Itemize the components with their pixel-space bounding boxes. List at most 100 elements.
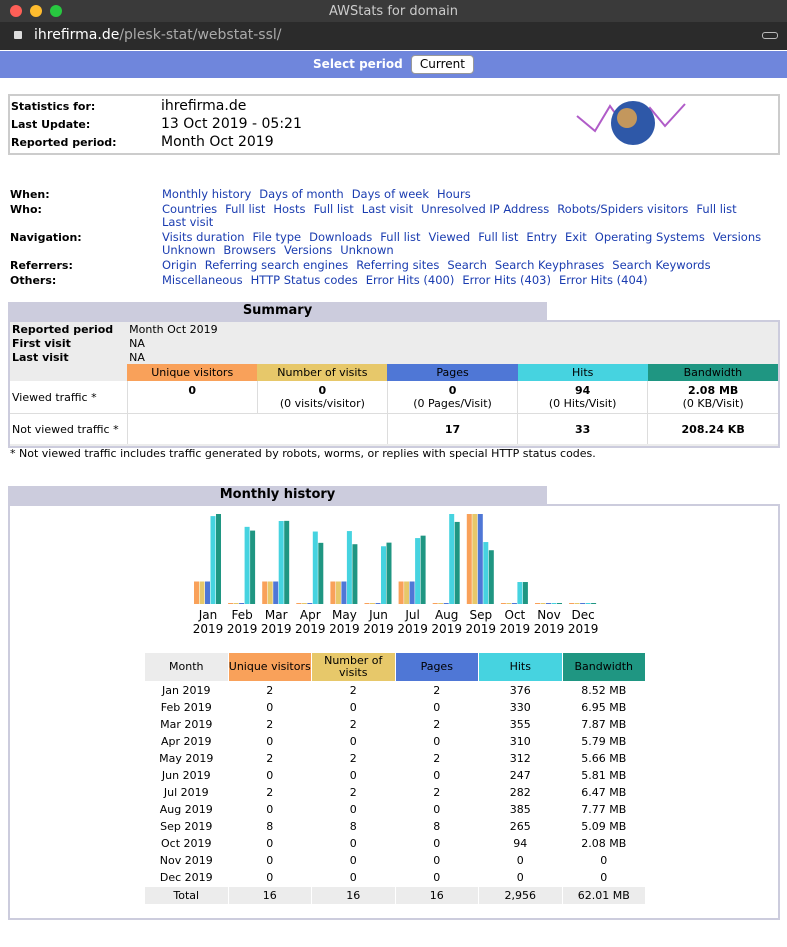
monthly-cell: 355 [509,718,531,731]
bar [341,581,347,604]
bar [273,581,279,604]
nav-label: Who: [10,203,42,216]
nav-link[interactable]: Search Keyphrases [494,258,605,272]
monthly-cell: Mar 2019 [160,718,213,731]
nav-link[interactable]: Miscellaneous [162,273,243,287]
monthly-cell: 5.81 MB [581,769,627,782]
monthly-total-cell: Total [144,886,229,905]
nav-link[interactable]: Full list [696,202,737,216]
monthly-cell: 0 [266,769,274,782]
monthly-cell: 2.08 MB [581,837,627,850]
nav-link[interactable]: Search [447,258,487,272]
nav-label: When: [10,188,50,201]
x-tick-label: 2019 [431,622,462,636]
nav-link[interactable]: Robots/Spiders visitors [557,202,689,216]
monthly-cell: 0 [349,837,357,850]
summary-info-label: Reported period [12,322,114,336]
nav-link[interactable]: Visits duration [162,230,245,244]
nav-link[interactable]: Error Hits (404) [558,273,648,287]
url-bar[interactable]: ihrefirma.de/plesk-stat/webstat-ssl/ [0,22,787,50]
nav-link[interactable]: Days of week [351,187,429,201]
key-icon[interactable] [762,32,778,39]
monthly-cell: 0 [349,769,357,782]
summary-cell: 94 (0 Hits/Visit) [517,381,648,414]
monthly-total-row: Total 16 16 16 2,956 62.01 MB [144,886,646,905]
x-tick-label: 2019 [397,622,428,636]
nav-link[interactable]: Entry [526,230,558,244]
bar [454,521,460,604]
nav-link[interactable]: Monthly history [162,187,252,201]
nav-link[interactable]: Last visit [162,215,214,229]
nav-link[interactable]: Unknown [340,243,394,257]
monthly-cell: 0 [433,769,441,782]
nav-link[interactable]: Countries [162,202,218,216]
monthly-cell: 0 [349,854,357,867]
bar [551,603,557,604]
summary-subvalue: (0 visits/visitor) [279,397,365,410]
bar [250,530,256,604]
footnote: * Not viewed traffic includes traffic ge… [10,447,596,460]
nav-link[interactable]: Full list [380,230,421,244]
summary-notviewed-row: Not viewed traffic * 17 33 208.24 KB [10,413,778,444]
period-select[interactable]: Current [410,55,474,74]
minimize-button[interactable] [30,5,42,17]
bar [307,603,313,604]
nav-link[interactable]: Referring sites [356,258,440,272]
monthly-total-cell: 62.01 MB [561,886,646,905]
nav-link[interactable]: Full list [313,202,354,216]
monthly-cell: 0 [433,735,441,748]
nav-row: Who: Countries Full list Hosts Full list Last… [10,203,780,229]
nav-link[interactable]: Exit [565,230,587,244]
nav-link[interactable]: Viewed [428,230,471,244]
bar [205,581,210,604]
monthly-total-cell: 16 [394,886,479,905]
nav-link[interactable]: HTTP Status codes [250,273,358,287]
monthly-header: Unique visitors [227,652,312,682]
bar [488,550,494,604]
nav-link[interactable]: Browsers [223,243,276,257]
summary-blank [10,364,128,381]
monthly-cell: Jun 2019 [161,769,211,782]
nav-link[interactable]: Hosts [273,202,306,216]
monthly-total-cell: 16 [227,886,312,905]
bar [398,581,404,604]
x-tick-label: Aug [435,608,458,622]
monthly-cell: 7.87 MB [581,718,627,731]
monthly-cell: 0 [433,871,441,884]
close-button[interactable] [10,5,22,17]
nav-link[interactable]: File type [252,230,302,244]
monthly-cell: 0 [349,871,357,884]
nav-link[interactable]: Versions [712,230,762,244]
nav-link[interactable]: Unknown [162,243,216,257]
nav-link[interactable]: Last visit [361,202,414,216]
bar [540,603,546,604]
nav-link[interactable]: Error Hits (400) [365,273,455,287]
nav-link[interactable]: Days of month [259,187,344,201]
nav-link[interactable]: Search Keywords [612,258,711,272]
nav-link[interactable]: Operating Systems [594,230,705,244]
x-tick-label: 2019 [466,622,497,636]
nav-link[interactable]: Downloads [309,230,373,244]
nav-link[interactable]: Versions [283,243,333,257]
summary-header: Number of visits [257,364,388,381]
monthly-row: Nov 2019 0 0 0 0 0 [145,852,646,869]
title-bar: AWStats for domain [0,0,787,22]
nav-link[interactable]: Hours [437,187,471,201]
bar [506,603,512,604]
stats-value: ihrefirma.de [161,98,247,114]
nav-links: Monthly history Days of month Days of week… [162,188,777,201]
bar [244,526,250,604]
nav-link[interactable]: Full list [478,230,519,244]
nav-link[interactable]: Unresolved IP Address [421,202,550,216]
bar [386,542,392,604]
monthly-header: Hits [478,652,563,682]
summary-cell: 0 (0 visits/visitor) [256,381,388,414]
nav-link[interactable]: Full list [225,202,266,216]
stats-value: 13 Oct 2019 - 05:21 [161,116,302,132]
nav-link[interactable]: Origin [162,258,197,272]
x-tick-label: 2019 [261,622,292,636]
stats-label: Last Update: [11,118,91,131]
nav-link[interactable]: Error Hits (403) [462,273,551,287]
nav-link[interactable]: Referring search engines [204,258,349,272]
zoom-button[interactable] [50,5,62,17]
